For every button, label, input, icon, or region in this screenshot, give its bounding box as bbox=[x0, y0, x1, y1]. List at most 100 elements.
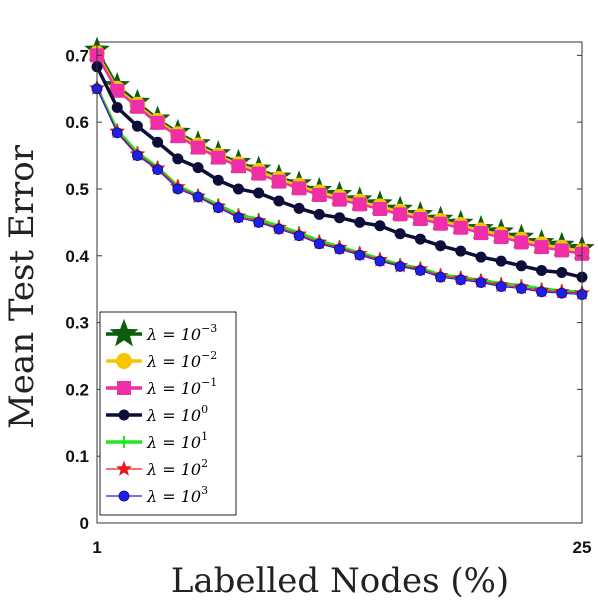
data-point bbox=[515, 283, 527, 294]
y-tick-label: 0.1 bbox=[65, 447, 89, 466]
data-point bbox=[394, 228, 406, 240]
legend-marker bbox=[118, 436, 130, 448]
legend-label: λ = 10−1 bbox=[146, 376, 217, 398]
data-point bbox=[372, 202, 387, 217]
data-point bbox=[170, 129, 185, 144]
legend-label: λ = 10−3 bbox=[146, 322, 217, 344]
data-point bbox=[192, 191, 204, 203]
series-line bbox=[95, 54, 583, 256]
y-tick-label: 0.4 bbox=[65, 247, 89, 266]
y-tick-label: 0 bbox=[80, 514, 89, 533]
data-point bbox=[354, 249, 366, 261]
data-point bbox=[253, 187, 265, 199]
data-point bbox=[413, 212, 428, 227]
data-point bbox=[455, 274, 467, 286]
data-point bbox=[374, 220, 386, 232]
data-point bbox=[253, 216, 265, 228]
legend-marker bbox=[116, 460, 132, 476]
data-point bbox=[293, 202, 305, 214]
data-point bbox=[514, 235, 529, 250]
data-point bbox=[172, 183, 184, 195]
legend-label: λ = 102 bbox=[146, 457, 208, 479]
data-point bbox=[433, 216, 448, 231]
data-point bbox=[475, 251, 487, 263]
data-point bbox=[414, 233, 426, 245]
data-point bbox=[251, 166, 266, 181]
data-point bbox=[212, 174, 224, 186]
data-point bbox=[212, 202, 224, 214]
data-point bbox=[352, 197, 367, 212]
data-point bbox=[111, 127, 123, 139]
series-2 bbox=[89, 45, 590, 260]
data-point bbox=[191, 140, 206, 155]
y-tick-label: 0.5 bbox=[65, 180, 89, 199]
legend-marker bbox=[118, 490, 130, 502]
y-tick-label: 0.3 bbox=[65, 314, 89, 333]
legend-entry: λ = 101 bbox=[106, 430, 208, 452]
data-point bbox=[435, 240, 447, 252]
data-point bbox=[273, 223, 285, 235]
data-point bbox=[232, 183, 244, 195]
legend-label: λ = 10−2 bbox=[146, 349, 217, 371]
legend-entry: λ = 102 bbox=[106, 457, 208, 479]
data-point bbox=[312, 187, 327, 202]
legend-entry: λ = 10−1 bbox=[106, 376, 217, 398]
data-point bbox=[453, 220, 468, 235]
data-point bbox=[132, 150, 143, 161]
data-point bbox=[556, 287, 568, 299]
data-point bbox=[494, 230, 509, 245]
data-point bbox=[152, 136, 164, 148]
data-point bbox=[271, 174, 286, 189]
data-point bbox=[495, 281, 507, 292]
data-point bbox=[475, 277, 487, 288]
data-point bbox=[192, 162, 204, 174]
legend: λ = 10−3 λ = 10−2 λ = 10−1 λ = 100 λ = 101 λ … bbox=[99, 311, 237, 516]
data-point bbox=[233, 212, 244, 224]
data-point bbox=[394, 261, 406, 272]
data-point bbox=[354, 216, 366, 228]
series-1 bbox=[84, 36, 595, 260]
legend-marker bbox=[117, 381, 131, 395]
data-point bbox=[152, 164, 164, 175]
legend-marker bbox=[109, 318, 139, 347]
series-3 bbox=[90, 48, 589, 261]
data-point bbox=[332, 192, 347, 207]
legend-entry: λ = 100 bbox=[106, 403, 208, 425]
data-point bbox=[293, 230, 305, 242]
data-point bbox=[334, 243, 345, 255]
y-tick-label: 0.6 bbox=[65, 113, 89, 132]
data-point bbox=[536, 264, 548, 276]
y-tick-label: 0.7 bbox=[65, 46, 89, 65]
series-7 bbox=[91, 83, 588, 300]
x-tick-label: 1 bbox=[92, 538, 101, 557]
legend-entry: λ = 10−3 bbox=[106, 318, 217, 347]
data-point bbox=[292, 181, 307, 196]
data-point bbox=[495, 255, 507, 267]
data-point bbox=[473, 226, 488, 241]
data-point bbox=[534, 240, 549, 255]
data-point bbox=[393, 207, 408, 222]
y-axis-label: Mean Test Error bbox=[2, 144, 42, 429]
legend-label: λ = 103 bbox=[146, 484, 208, 506]
data-point bbox=[231, 159, 246, 174]
data-point bbox=[536, 286, 547, 298]
data-point bbox=[273, 195, 285, 207]
legend-entry: λ = 103 bbox=[106, 484, 208, 506]
legend-marker bbox=[116, 353, 132, 369]
data-point bbox=[515, 260, 527, 272]
data-point bbox=[150, 115, 165, 130]
legend-entry: λ = 10−2 bbox=[106, 349, 217, 371]
data-point bbox=[374, 255, 386, 267]
data-point bbox=[172, 153, 184, 165]
legend-label: λ = 100 bbox=[146, 403, 208, 425]
data-point bbox=[455, 245, 467, 257]
data-point bbox=[313, 238, 325, 250]
data-point bbox=[556, 266, 568, 278]
data-point bbox=[554, 243, 569, 258]
data-point bbox=[435, 271, 446, 283]
data-point bbox=[131, 120, 143, 132]
y-tick-label: 0.2 bbox=[65, 380, 89, 399]
legend-marker bbox=[118, 409, 130, 421]
plot-area bbox=[84, 36, 595, 300]
